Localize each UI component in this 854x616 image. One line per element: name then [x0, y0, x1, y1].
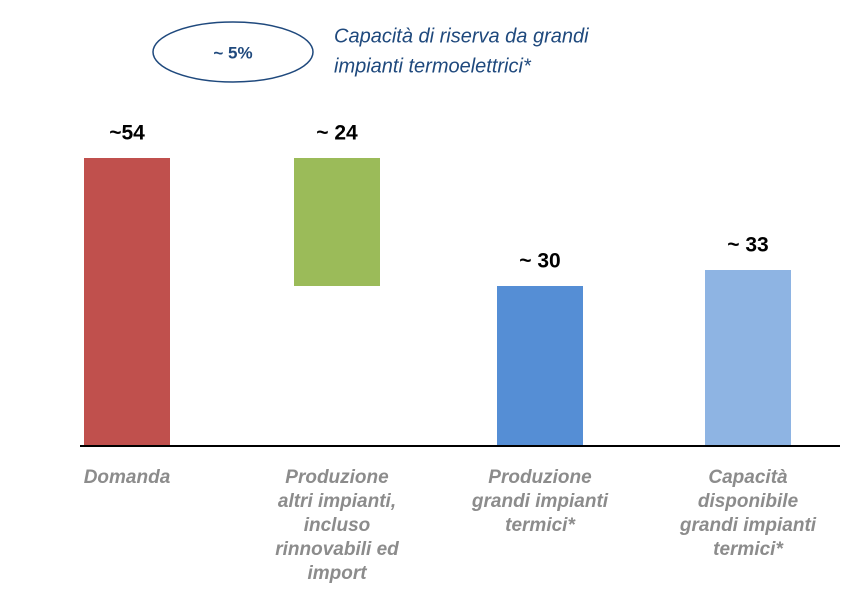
bar [84, 158, 170, 446]
value-label: ~ 30 [519, 250, 560, 273]
annotation-ellipse [152, 21, 314, 83]
bar [705, 270, 791, 446]
value-label: ~54 [109, 122, 145, 145]
bar [497, 286, 583, 446]
category-label: import [307, 563, 367, 584]
annotation-text: impianti termoelettrici* [334, 55, 532, 77]
bar [294, 158, 380, 286]
category-label: Domanda [84, 467, 171, 488]
category-label: Produzione [285, 467, 389, 488]
annotation-text: Capacità di riserva da grandi [334, 25, 589, 47]
category-label: grandi impianti [679, 515, 817, 536]
category-label: termici* [713, 539, 784, 560]
annotation-badge: ~ 5% [213, 43, 252, 62]
category-label: termici* [505, 515, 576, 536]
category-label: rinnovabili ed [275, 539, 399, 560]
category-label: incluso [304, 515, 371, 536]
category-label: grandi impianti [471, 491, 609, 512]
value-label: ~ 24 [316, 122, 358, 145]
category-label: Produzione [488, 467, 592, 488]
category-label: Capacità [708, 467, 788, 488]
category-label: disponibile [698, 491, 799, 512]
value-label: ~ 33 [727, 234, 768, 257]
category-label: altri impianti, [278, 491, 396, 512]
